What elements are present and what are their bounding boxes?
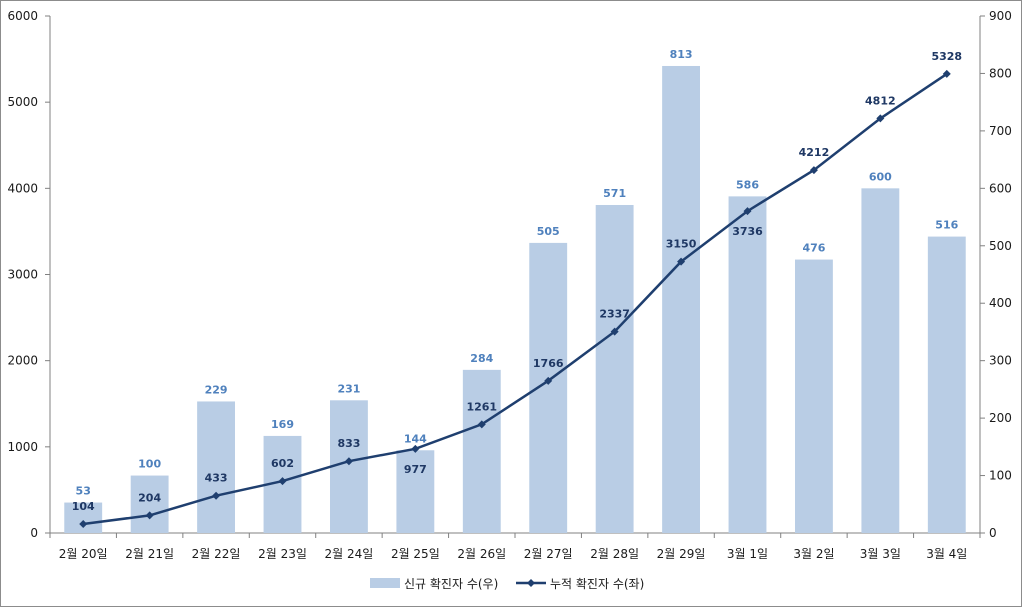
line-data-label: 1766 (533, 357, 564, 370)
legend-label-new-cases: 신규 확진자 수(우) (404, 577, 498, 591)
line-marker (677, 257, 686, 266)
x-category-label: 2월 26일 (457, 547, 506, 561)
line-data-label: 3736 (732, 225, 763, 238)
right-y-tick-label: 500 (989, 239, 1012, 253)
line-marker (477, 420, 486, 429)
line-data-label: 433 (205, 472, 228, 485)
left-y-tick-label: 3000 (7, 268, 38, 282)
legend-label-cumulative: 누적 확진자 수(좌) (550, 577, 644, 591)
bar-data-label: 600 (869, 170, 892, 183)
line-data-label: 2337 (599, 308, 630, 321)
bar (130, 475, 169, 533)
legend-swatch-cumulative-marker (527, 579, 535, 587)
line-marker (610, 327, 619, 336)
right-y-tick-label: 700 (989, 124, 1012, 138)
line-data-label: 4812 (865, 94, 896, 107)
line-data-label: 3150 (666, 238, 697, 251)
bar-data-label: 813 (670, 48, 693, 61)
bar (794, 259, 833, 533)
x-category-label: 3월 4일 (926, 547, 967, 561)
x-category-label: 2월 29일 (657, 547, 706, 561)
bar (529, 242, 568, 533)
line-data-label: 204 (138, 491, 161, 504)
bar-data-label: 284 (470, 352, 493, 365)
right-y-tick-label: 0 (989, 526, 997, 540)
line-data-label: 5328 (931, 50, 962, 63)
bar (595, 204, 634, 533)
right-y-tick-label: 800 (989, 66, 1012, 80)
bar-data-label: 476 (802, 242, 825, 255)
legend: 신규 확진자 수(우) 누적 확진자 수(좌) (370, 577, 644, 591)
bar (329, 400, 368, 533)
left-y-tick-label: 4000 (7, 181, 38, 195)
line-marker (544, 376, 553, 385)
left-y-tick-label: 0 (30, 526, 38, 540)
line-marker (79, 520, 88, 529)
line-data-label: 977 (404, 463, 427, 476)
right-y-tick-label: 100 (989, 469, 1012, 483)
line-marker (411, 444, 420, 453)
x-category-label: 2월 20일 (59, 547, 108, 561)
left-y-tick-label: 6000 (7, 9, 38, 23)
bar-data-label: 169 (271, 418, 294, 431)
x-category-label: 3월 1일 (727, 547, 768, 561)
line-marker (809, 166, 818, 175)
right-y-tick-label: 300 (989, 354, 1012, 368)
right-y-tick-label: 400 (989, 296, 1012, 310)
left-y-tick-label: 5000 (7, 95, 38, 109)
line-data-label: 1261 (466, 400, 497, 413)
bar-data-label: 53 (76, 485, 91, 498)
bar (662, 65, 701, 533)
right-y-tick-label: 600 (989, 181, 1012, 195)
x-category-label: 3월 3일 (860, 547, 901, 561)
bar-data-label: 100 (138, 458, 161, 471)
line-marker (942, 69, 951, 78)
axes: 0 1000 2000 3000 4000 5000 6000 0 100 200 300 400 50… (7, 9, 1011, 561)
x-category-label: 2월 25일 (391, 547, 440, 561)
right-y-tick-label: 200 (989, 411, 1012, 425)
bar-series (64, 65, 966, 534)
cumulative-line (83, 72, 948, 526)
bar-data-label: 231 (337, 382, 360, 395)
x-category-label: 2월 28일 (590, 547, 639, 561)
bar (861, 188, 900, 534)
line-marker (278, 477, 287, 486)
line-data-label: 602 (271, 457, 294, 470)
bar (927, 236, 966, 533)
bar-data-label: 586 (736, 178, 759, 191)
line-data-labels: 104 204 433 602 833 977 1261 1766 2337 3150 3736 42… (72, 50, 962, 513)
bar-data-label: 516 (935, 219, 958, 232)
legend-swatch-new-cases (370, 578, 400, 588)
x-category-label: 2월 23일 (258, 547, 307, 561)
line-series (79, 69, 951, 529)
right-y-tick-label: 900 (989, 9, 1012, 23)
bar (728, 196, 767, 533)
line-marker (743, 207, 752, 216)
left-y-tick-label: 2000 (7, 354, 38, 368)
x-category-label: 2월 21일 (125, 547, 174, 561)
line-marker (344, 457, 353, 466)
line-data-label: 104 (72, 500, 95, 513)
x-category-label: 2월 24일 (325, 547, 374, 561)
x-category-label: 2월 27일 (524, 547, 573, 561)
bar (462, 369, 501, 533)
line-marker (876, 114, 885, 123)
bar-data-labels: 53 100 229 169 231 144 284 505 571 813 586 476 600 51… (76, 48, 959, 498)
bar-data-label: 229 (205, 383, 228, 396)
line-marker (145, 511, 154, 520)
line-data-label: 833 (337, 437, 360, 450)
x-category-label: 2월 22일 (192, 547, 241, 561)
line-marker (212, 491, 221, 500)
bar (197, 401, 236, 533)
x-category-label: 3월 2일 (793, 547, 834, 561)
bar-data-label: 144 (404, 432, 427, 445)
bar (396, 450, 435, 533)
bar-data-label: 505 (537, 225, 560, 238)
left-y-tick-label: 1000 (7, 440, 38, 454)
bar-data-label: 571 (603, 187, 626, 200)
line-data-label: 4212 (799, 146, 830, 159)
